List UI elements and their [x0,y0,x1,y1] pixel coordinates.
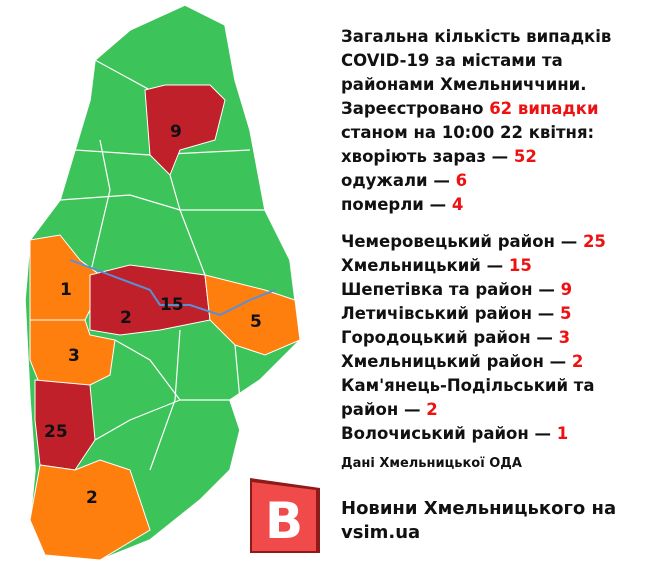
district-list: Чемеровецький район — 25 Хмельницький — … [341,230,606,446]
title-line: COVID-19 за містами та [341,51,563,70]
map-label: 2 [86,488,98,508]
map-label: 25 [44,422,68,442]
district-item: Летичівський район — 5 [341,304,572,323]
district-horodok [29,319,116,386]
district-item: Городоцький район — 3 [341,328,571,347]
title-line: районами Хмельниччини. [341,75,587,94]
region-map: 9 1 2 15 5 3 25 2 [24,4,301,561]
district-shepetivka [144,84,226,176]
site-link[interactable]: vsim.ua [341,522,421,543]
district-item: Хмельницький район — 2 [341,352,584,371]
brand-text: Новини Хмельницького на vsim.ua [341,498,617,543]
map-label: 2 [120,308,132,328]
district-kamianets [29,459,151,561]
map-label: 15 [160,295,184,315]
map-label: 5 [250,312,262,332]
summary: Загальна кількість випадків COVID-19 за … [341,25,611,217]
registered: Зареєстровано 62 випадки [341,99,599,118]
district-item: Кам'янець-Подільський та район — 2 [341,376,595,419]
map-label: 9 [170,122,182,142]
district-item: Шепетівка та район — 9 [341,280,573,299]
recovered: одужали — 6 [341,171,468,190]
svg-text:B: B [265,492,303,550]
map-label: 1 [60,280,72,300]
district-item: Чемеровецький район — 25 [341,232,606,251]
sick: хворіють зараз — 52 [341,147,537,166]
district-khmelnytskyi [89,264,211,336]
district-item: Волочиський район — 1 [341,424,569,443]
district-item: Хмельницький — 15 [341,256,532,275]
source-note: Дані Хмельницької ОДА [341,456,522,471]
as-of: станом на 10:00 22 квітня: [341,123,595,142]
vsim-logo: B [250,478,320,553]
died: померли — 4 [341,195,464,214]
title-line: Загальна кількість випадків [341,27,612,46]
river [69,259,276,317]
map-label: 3 [68,346,80,366]
